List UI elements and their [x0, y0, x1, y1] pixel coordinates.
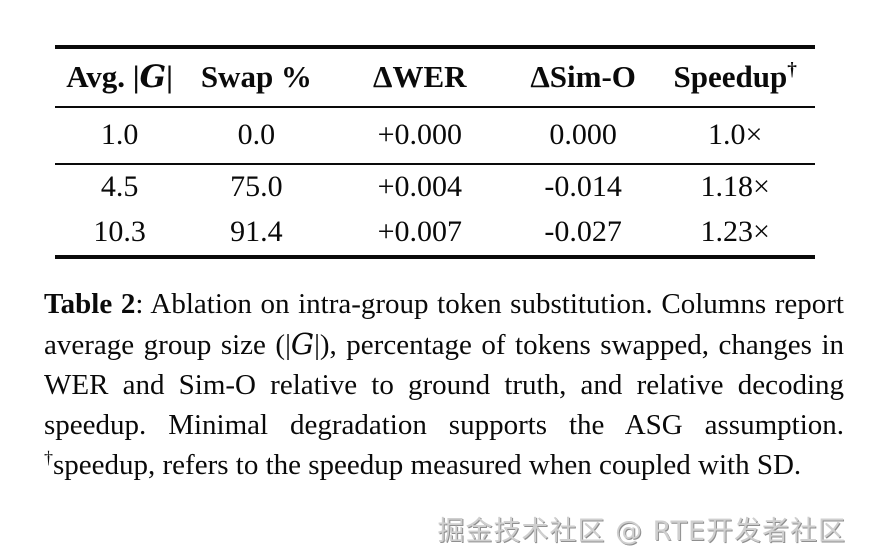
table-cell: +0.004 — [377, 170, 462, 203]
header-text: Speedup — [673, 59, 788, 94]
dagger-icon: † — [44, 447, 53, 468]
ablation-table: Avg. |G| Swap % ΔWER ΔSim-O Speedup† 1.0… — [55, 45, 815, 259]
table-cell: 1.23× — [700, 215, 770, 248]
col-header-swap-percent: Swap % — [200, 59, 312, 94]
ablation-row-group: 4.5 75.0 +0.004 -0.014 1.18× 10.3 91.4 +… — [55, 164, 815, 257]
table-cell: 10.3 — [93, 215, 146, 248]
caption-separator: : — [135, 288, 151, 320]
table-cell: 1.0 — [100, 118, 139, 151]
table-row: 1.0 0.0 +0.000 0.000 1.0× — [55, 107, 815, 164]
baseline-row-group: 1.0 0.0 +0.000 0.000 1.0× — [55, 107, 815, 164]
table-cell: 1.18× — [700, 170, 770, 203]
table-cell: 0.000 — [549, 118, 617, 151]
col-header-delta-sim-o: ΔSim-O — [530, 59, 636, 94]
table-cell: 1.0× — [707, 118, 763, 151]
table-cell: 4.5 — [100, 170, 139, 203]
mathcal-g-glyph: G — [139, 59, 167, 95]
dagger-icon: † — [787, 59, 797, 81]
table-cell: -0.027 — [544, 215, 622, 248]
caption-label: Table 2 — [44, 288, 136, 320]
caption-text: |), percentage of tokens swapped, change… — [44, 329, 844, 441]
table-cell: 75.0 — [230, 170, 283, 203]
col-header-avg-group-size: Avg. |G| — [55, 47, 184, 107]
table-caption: Table 2: Ablation on intra-group token s… — [44, 284, 844, 485]
table-cell: +0.007 — [377, 215, 462, 248]
col-header-speedup: Speedup† — [655, 47, 815, 107]
caption-text: Ablation on intra-group token substituti… — [44, 288, 844, 361]
header-text: Avg. | — [66, 59, 140, 94]
mathcal-g-glyph: G — [290, 327, 315, 361]
table-cell: 0.0 — [237, 118, 276, 151]
table-cell: 91.4 — [230, 215, 283, 248]
table-cell: +0.000 — [377, 118, 462, 151]
col-header-delta-wer: ΔWER — [373, 59, 467, 94]
table-header-row: Avg. |G| Swap % ΔWER ΔSim-O Speedup† — [55, 47, 815, 107]
table-cell: -0.014 — [544, 170, 622, 203]
watermark: 掘金技术社区 @ RTE开发者社区 — [437, 516, 846, 547]
header-text: | — [166, 59, 173, 94]
table-row: 4.5 75.0 +0.004 -0.014 1.18× — [55, 164, 815, 210]
table-row: 10.3 91.4 +0.007 -0.027 1.23× — [55, 210, 815, 257]
caption-text: speedup, refers to the speedup measured … — [52, 449, 802, 481]
